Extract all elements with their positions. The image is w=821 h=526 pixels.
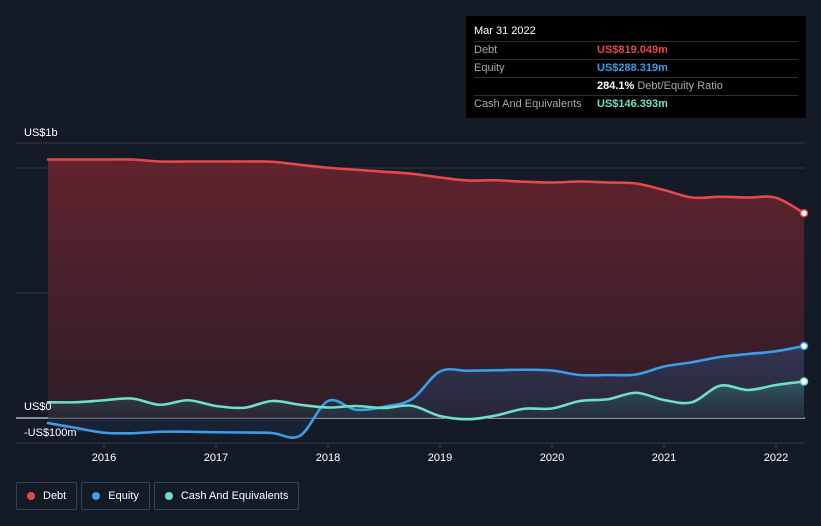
- tooltip-debt-label: Debt: [474, 44, 498, 56]
- x-axis-ticks: 2016 2017 2018 2019 2020 2021 2022: [92, 443, 788, 464]
- y-axis-bottom-label: -US$100m: [24, 427, 77, 439]
- legend-label-debt: Debt: [43, 490, 67, 502]
- tooltip-cash-label: Cash And Equivalents: [474, 98, 582, 110]
- x-tick-label-2020: 2020: [540, 452, 564, 464]
- tooltip-ratio-label: Debt/Equity Ratio: [637, 80, 723, 92]
- tooltip-equity-value: US$288.319m: [597, 62, 668, 74]
- legend-item-debt[interactable]: Debt: [16, 482, 78, 510]
- tooltip-date: Mar 31 2022: [474, 25, 536, 37]
- legend-label-cash: Cash And Equivalents: [180, 490, 289, 502]
- tooltip-row-ratio: 284.1% Debt/Equity Ratio: [474, 77, 798, 95]
- cash-area: [48, 381, 804, 420]
- legend-dot-cash: [164, 492, 173, 500]
- series-areas: [48, 159, 804, 438]
- series-lines: [46, 158, 806, 439]
- tooltip-cash-value: US$146.393m: [597, 98, 668, 110]
- legend-dot-debt: [27, 492, 35, 500]
- tooltip-equity-label: Equity: [474, 62, 505, 74]
- equity-line: [46, 344, 806, 439]
- legend-dot-equity: [92, 492, 101, 500]
- x-tick-label-2018: 2018: [316, 452, 340, 464]
- x-tick-label-2019: 2019: [428, 452, 452, 464]
- legend-item-cash[interactable]: Cash And Equivalents: [153, 482, 300, 510]
- x-tick-label-2021: 2021: [652, 452, 676, 464]
- tooltip-row-cash: Cash And Equivalents US$146.393m: [474, 95, 798, 113]
- x-tick-label-2016: 2016: [92, 452, 116, 464]
- tooltip-row-debt: Debt US$819.049m: [474, 41, 798, 59]
- debt-area: [48, 159, 804, 418]
- debt-line: [46, 158, 806, 215]
- series-end-markers: [799, 209, 809, 386]
- legend-item-equity[interactable]: Equity: [81, 482, 150, 510]
- chart-legend: Debt Equity Cash And Equivalents: [16, 482, 300, 510]
- tooltip-ratio-value: 284.1%: [597, 80, 635, 92]
- y-axis-zero-label: US$0: [24, 401, 52, 413]
- tooltip-row-equity: Equity US$288.319m: [474, 59, 798, 77]
- equity-end-marker[interactable]: [799, 341, 809, 351]
- y-axis-top-label: US$1b: [24, 127, 58, 139]
- cash-end-marker[interactable]: [799, 377, 809, 386]
- data-tooltip: Mar 31 2022 Debt US$819.049m Equity US$2…: [466, 16, 806, 118]
- cash-line: [46, 380, 806, 421]
- x-tick-label-2017: 2017: [204, 452, 228, 464]
- debt-end-marker[interactable]: [799, 209, 809, 218]
- legend-label-equity: Equity: [108, 490, 139, 502]
- tooltip-debt-value: US$819.049m: [597, 44, 668, 56]
- x-tick-label-2022: 2022: [764, 452, 788, 464]
